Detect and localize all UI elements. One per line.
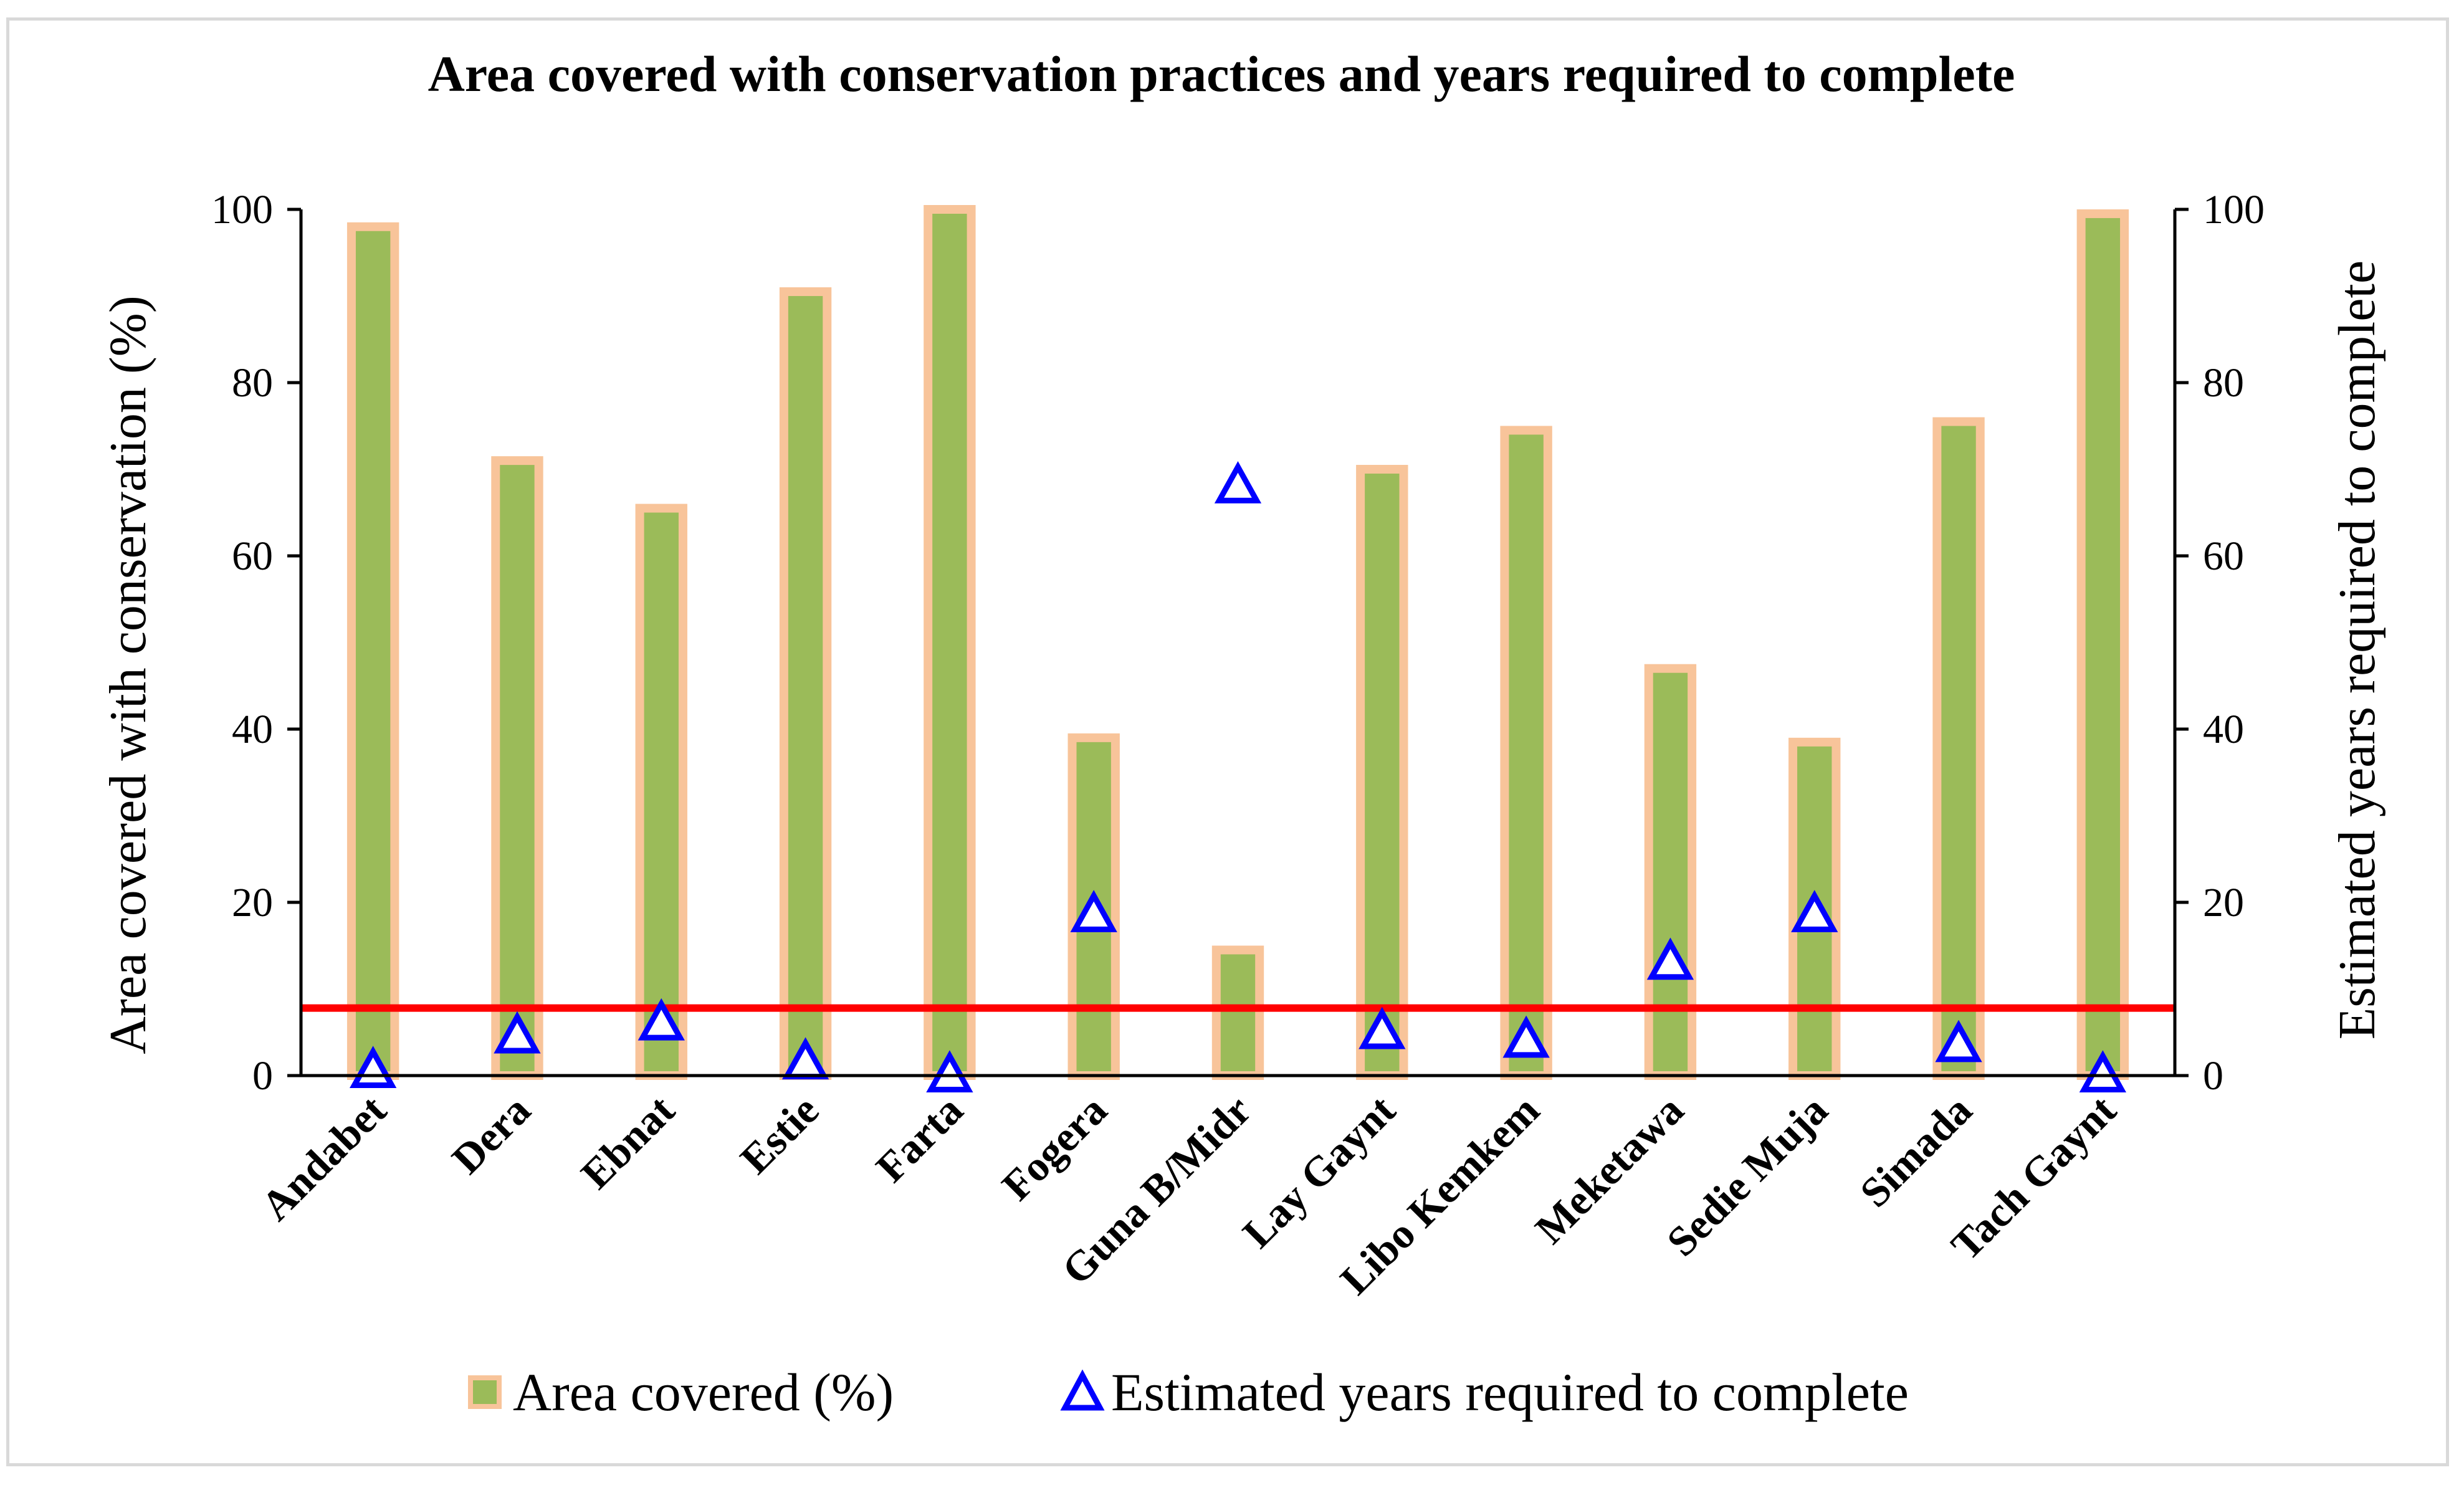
marker-dera	[494, 1011, 541, 1054]
marker-lay-gaynt	[1359, 1006, 1406, 1049]
y-right-tick-label: 40	[2203, 707, 2244, 752]
bar-series-area-covered	[346, 205, 2129, 1081]
y-right-tick-label: 80	[2203, 360, 2244, 406]
marker-meketawa	[1646, 937, 1694, 980]
y-left-tick-label: 80	[232, 360, 273, 406]
bar-farta	[924, 205, 976, 1080]
category-label: Andabet	[252, 1086, 395, 1230]
bar-tach-gaynt	[2076, 209, 2129, 1081]
category-label: Dera	[442, 1086, 539, 1183]
marker-libo-kemkem	[1502, 1015, 1550, 1058]
bar-libo-kemkem	[1500, 426, 1552, 1081]
marker-ebnat	[637, 998, 685, 1041]
chart-title: Area covered with conservation practices…	[428, 45, 2015, 102]
axes	[287, 208, 2189, 1077]
y-axis-left-title: Area covered with conservation (%)	[99, 295, 157, 1054]
bar-lay-gaynt	[1356, 465, 1408, 1080]
category-label: Ebnat	[572, 1086, 684, 1198]
marker-tach-gaynt	[2079, 1050, 2126, 1092]
chart-svg: Area covered with conservation practices…	[99, 45, 2386, 1422]
legend-item-estimated-years[interactable]: Estimated years required to complete	[1060, 1362, 1909, 1422]
category-label: Fogera	[993, 1086, 1116, 1210]
category-label: Farta	[867, 1086, 972, 1191]
y-axis-right-title: Estimated years required to complete	[2328, 260, 2386, 1039]
y-left-tick-label: 100	[211, 187, 273, 232]
legend-swatch-triangle	[1060, 1369, 1105, 1411]
marker-guna-b-midr	[1214, 461, 1262, 504]
bar-estie	[779, 287, 832, 1080]
legend-label-area-covered: Area covered (%)	[513, 1362, 894, 1422]
marker-farta	[926, 1050, 973, 1092]
category-label: Simada	[1851, 1086, 1981, 1216]
bar-guna-b-midr	[1211, 945, 1264, 1080]
bar-meketawa	[1644, 664, 1697, 1080]
y-right-tick-label: 20	[2203, 880, 2244, 925]
marker-sedie-muja	[1791, 890, 1838, 932]
legend-label-estimated-years: Estimated years required to complete	[1111, 1362, 1909, 1422]
marker-simada	[1935, 1019, 1982, 1062]
y-left-tick-label: 40	[232, 707, 273, 752]
category-label: Estie	[731, 1086, 828, 1183]
bar-ebnat	[635, 504, 687, 1080]
legend-item-area-covered[interactable]: Area covered (%)	[468, 1362, 894, 1422]
marker-fogera	[1070, 890, 1117, 932]
y-right-tick-label: 60	[2203, 533, 2244, 579]
y-left-tick-label: 20	[232, 880, 273, 925]
y-right-tick-label: 100	[2203, 187, 2265, 232]
tick-labels: 0 20 40 60 80 100 0 20 40 60 80 100	[211, 187, 2265, 1099]
legend[interactable]: Area covered (%) Estimated years require…	[468, 1362, 1909, 1422]
legend-swatch-bar	[468, 1375, 502, 1409]
bar-simada	[1932, 417, 1985, 1080]
y-left-tick-label: 0	[252, 1053, 273, 1099]
bar-dera	[491, 456, 543, 1080]
y-right-tick-label: 0	[2203, 1053, 2223, 1099]
y-left-tick-label: 60	[232, 533, 273, 579]
chart-frame: Area covered with conservation practices…	[6, 17, 2449, 1466]
bar-andabet	[346, 222, 399, 1080]
